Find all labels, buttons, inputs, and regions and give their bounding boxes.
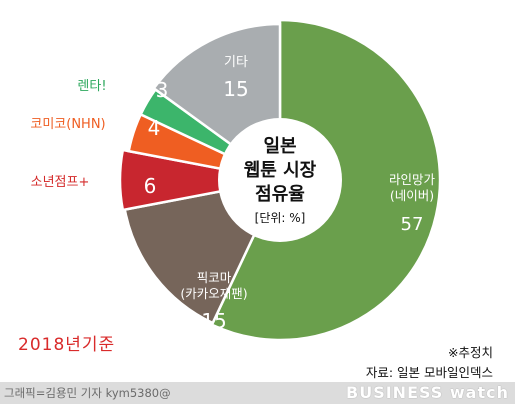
year-note: 2018년기준 — [18, 335, 116, 355]
slice-name-label: 픽코마 — [197, 270, 232, 285]
slice-value-label: 57 — [401, 214, 424, 235]
slice-value-label: 6 — [144, 174, 157, 198]
brand-logo: BUSINESS watch — [346, 383, 509, 402]
slice-name-label: 코미코(NHN) — [30, 117, 105, 132]
footer-bar: 그래픽=김용민 기자 kym5380@ BUSINESS watch — [0, 382, 515, 404]
slice-name-label: (네이버) — [390, 188, 434, 203]
slice-name-label: 소년점프+ — [31, 175, 90, 190]
source-note: 자료: 일본 모바일인덱스 — [365, 365, 493, 380]
center-unit: [단위: %] — [255, 211, 306, 225]
estimate-note: ※추정치 — [448, 345, 493, 360]
slice-name-label: 라인망가 — [389, 172, 436, 187]
center-title-line-3: 점유율 — [255, 184, 305, 205]
pie-slice-labels: 라인망가(네이버) 57 픽코마(카카오재팬) 15 소년점프+ 6 코미코(NHN) 4 렌타… — [30, 55, 435, 333]
slice-value-label: 4 — [148, 116, 161, 140]
slice-name-label: 기타 — [224, 55, 248, 70]
slice-value-label: 15 — [223, 77, 248, 101]
slice-name-label: 렌타! — [77, 79, 106, 94]
slice-name-label: (카카오재팬) — [180, 286, 247, 301]
center-hole — [218, 118, 342, 242]
center-title-line-2: 웹툰 시장 — [244, 160, 317, 181]
center-title-line-1: 일본 — [263, 136, 296, 157]
graphic-credit: 그래픽=김용민 기자 kym5380@ — [4, 386, 171, 400]
pie-slice — [118, 148, 281, 212]
slice-value-label: 15 — [201, 309, 226, 333]
slice-value-label: 3 — [156, 78, 169, 102]
